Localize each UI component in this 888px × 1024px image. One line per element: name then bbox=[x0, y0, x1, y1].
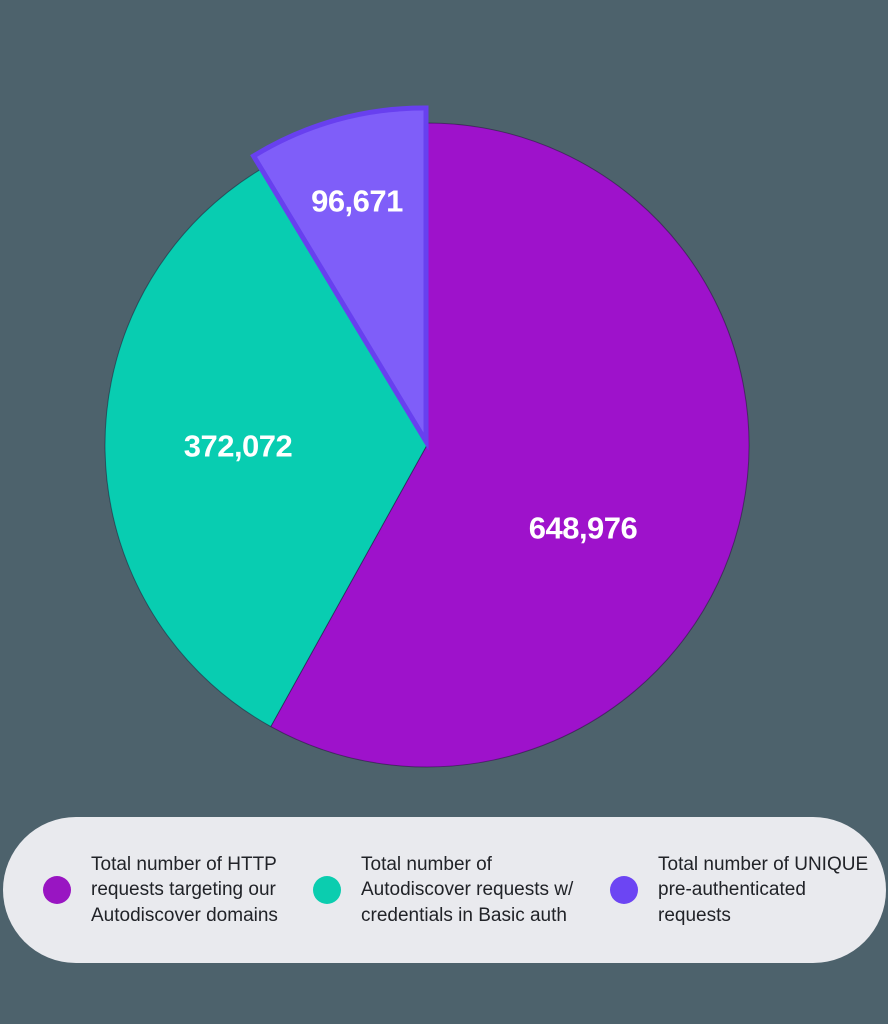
legend-label: Total number of UNIQUE pre-authenticated… bbox=[658, 854, 869, 926]
pie-slice-autodiscover-basic-auth-requests bbox=[104, 168, 428, 728]
slice-value-label-http-requests-total: 648,976 bbox=[529, 511, 638, 546]
legend-label: Total number of Autodiscover requests w/… bbox=[361, 854, 574, 926]
pie-slice-http-requests-total bbox=[270, 122, 750, 768]
chart-legend: Total number of HTTP requests targeting … bbox=[3, 817, 886, 963]
legend-dot-teal bbox=[313, 876, 341, 904]
legend-item-http-requests: Total number of HTTP requests targeting … bbox=[43, 817, 278, 963]
legend-item-unique-preauth-requests: Total number of UNIQUE pre-authenticated… bbox=[610, 817, 868, 963]
legend-dot-violet bbox=[610, 876, 638, 904]
pie-slice-unique-preauthenticated-requests bbox=[250, 105, 429, 451]
legend-item-basic-auth-requests: Total number of Autodiscover requests w/… bbox=[313, 817, 573, 963]
slice-value-label-unique-preauthenticated-requests: 96,671 bbox=[311, 184, 403, 219]
legend-label: Total number of HTTP requests targeting … bbox=[91, 854, 278, 926]
legend-dot-purple bbox=[43, 876, 71, 904]
slice-value-label-autodiscover-basic-auth-requests: 372,072 bbox=[184, 429, 293, 464]
